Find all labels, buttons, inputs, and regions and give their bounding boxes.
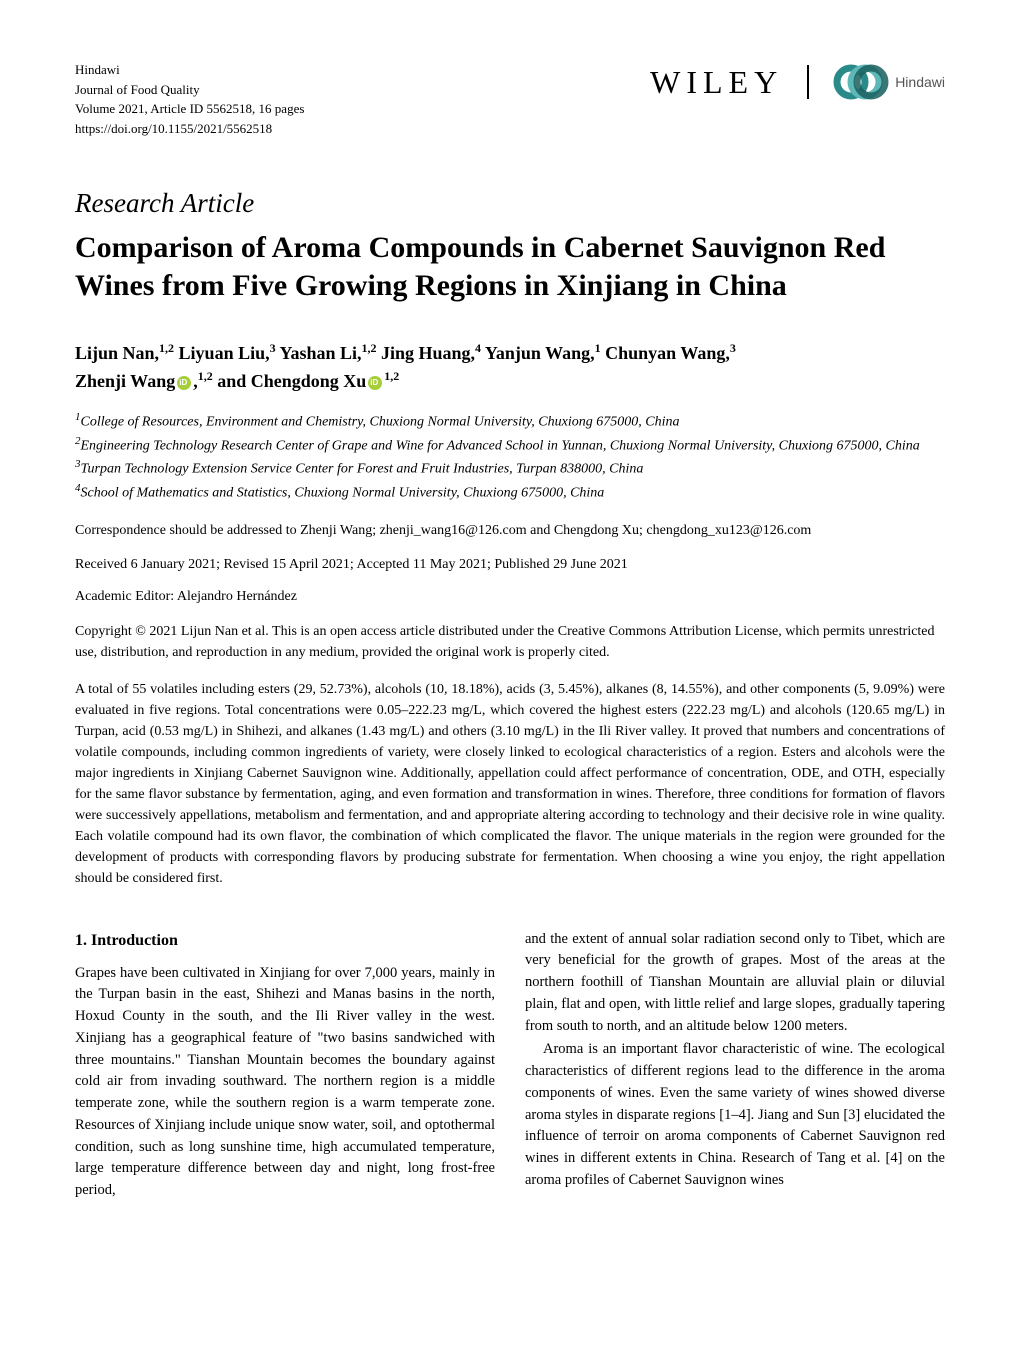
affil-text: College of Resources, Environment and Ch… [81, 415, 680, 430]
publisher-name: Hindawi [75, 60, 304, 80]
author-name: Chunyan Wang, [605, 343, 730, 363]
author-affil-sup: 1,2 [159, 341, 174, 355]
article-title: Comparison of Aroma Compounds in Caberne… [75, 229, 945, 304]
author-affil-sup: 3 [270, 341, 276, 355]
body-paragraph: Grapes have been cultivated in Xinjiang … [75, 963, 495, 1202]
column-right: and the extent of annual solar radiation… [525, 929, 945, 1202]
column-left: 1. Introduction Grapes have been cultiva… [75, 929, 495, 1202]
section-heading: 1. Introduction [75, 929, 495, 953]
logo-divider [807, 65, 809, 99]
author-affil-sup: 1,2 [384, 369, 399, 383]
affiliation-line: 3Turpan Technology Extension Service Cen… [75, 456, 945, 480]
affil-text: Turpan Technology Extension Service Cent… [81, 462, 644, 477]
author-affil-sup: 4 [475, 341, 481, 355]
author-name: Zhenji Wang [75, 371, 175, 391]
affil-text: School of Mathematics and Statistics, Ch… [81, 486, 605, 501]
author-affil-sup: 1 [595, 341, 601, 355]
orcid-icon [177, 376, 191, 390]
header-meta: Hindawi Journal of Food Quality Volume 2… [75, 60, 304, 138]
author-name: Lijun Nan, [75, 343, 159, 363]
author-name: and Chengdong Xu [217, 371, 366, 391]
affiliation-line: 2Engineering Technology Research Center … [75, 433, 945, 457]
article-type: Research Article [75, 188, 945, 219]
journal-name: Journal of Food Quality [75, 80, 304, 100]
affil-text: Engineering Technology Research Center o… [81, 438, 920, 453]
page-header: Hindawi Journal of Food Quality Volume 2… [75, 60, 945, 138]
orcid-icon [368, 376, 382, 390]
author-name: Yanjun Wang, [485, 343, 595, 363]
header-logos: WILEY Hindawi [650, 60, 945, 104]
volume-info: Volume 2021, Article ID 5562518, 16 page… [75, 99, 304, 119]
hindawi-logo-wrap: Hindawi [833, 60, 945, 104]
author-name: Liyuan Liu, [179, 343, 270, 363]
article-history: Received 6 January 2021; Revised 15 Apri… [75, 557, 945, 573]
affiliations-block: 1College of Resources, Environment and C… [75, 409, 945, 504]
authors-block: Lijun Nan,1,2 Liyuan Liu,3 Yashan Li,1,2… [75, 339, 945, 395]
doi-link: https://doi.org/10.1155/2021/5562518 [75, 119, 304, 139]
correspondence-line: Correspondence should be addressed to Zh… [75, 520, 945, 541]
author-affil-sup: 3 [730, 341, 736, 355]
affiliation-line: 1College of Resources, Environment and C… [75, 409, 945, 433]
body-paragraph: and the extent of annual solar radiation… [525, 929, 945, 1038]
academic-editor: Academic Editor: Alejandro Hernández [75, 589, 945, 605]
body-paragraph: Aroma is an important flavor characteris… [525, 1039, 945, 1191]
copyright-notice: Copyright © 2021 Lijun Nan et al. This i… [75, 621, 945, 663]
author-name: Yashan Li, [279, 343, 361, 363]
wiley-logo: WILEY [650, 64, 783, 101]
hindawi-rings-icon [833, 60, 889, 104]
body-columns: 1. Introduction Grapes have been cultiva… [75, 929, 945, 1202]
author-affil-sup: 1,2 [361, 341, 376, 355]
author-affil-sup: 1,2 [198, 369, 213, 383]
hindawi-label: Hindawi [895, 74, 945, 90]
author-name: Jing Huang, [381, 343, 475, 363]
abstract-text: A total of 55 volatiles including esters… [75, 679, 945, 889]
affiliation-line: 4School of Mathematics and Statistics, C… [75, 480, 945, 504]
